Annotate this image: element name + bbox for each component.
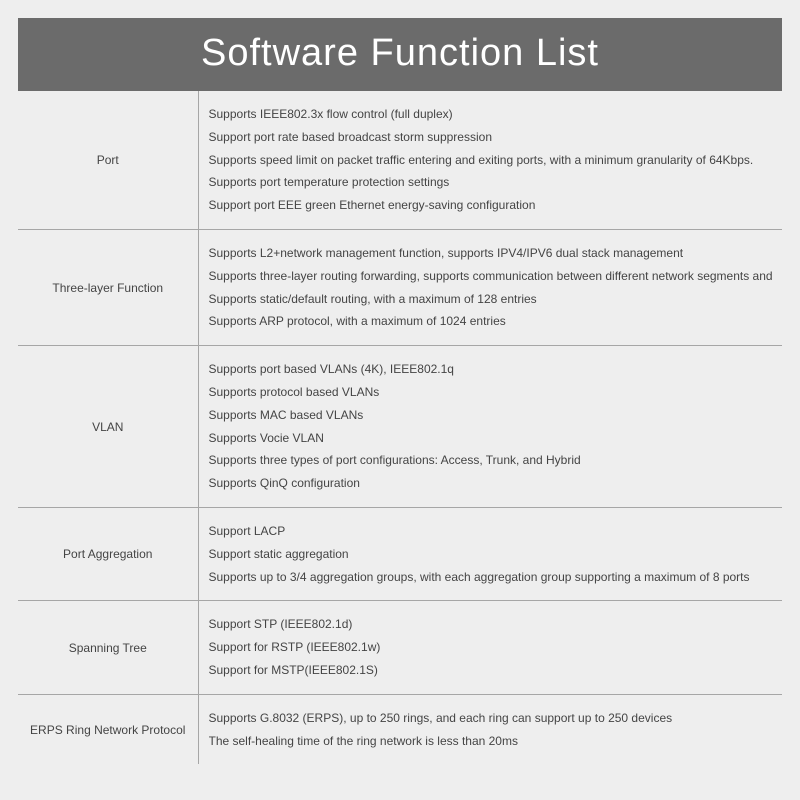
table-row: Port AggregationSupport LACPSupport stat… [18, 507, 782, 600]
category-cell: Port [18, 91, 198, 229]
details-cell: Supports IEEE802.3x flow control (full d… [198, 91, 782, 229]
detail-line: Supports up to 3/4 aggregation groups, w… [209, 566, 773, 589]
table-row: Port Supports IEEE802.3x flow control (fu… [18, 91, 782, 229]
detail-line: Supports three types of port configurati… [209, 449, 773, 472]
detail-line: Supports MAC based VLANs [209, 404, 773, 427]
detail-line: Support for MSTP(IEEE802.1S) [209, 659, 773, 682]
details-cell: Support LACPSupport static aggregationSu… [198, 507, 782, 600]
detail-line: Supports port based VLANs (4K), IEEE802.… [209, 358, 773, 381]
category-cell: Port Aggregation [18, 507, 198, 600]
page-title: Software Function List [18, 18, 782, 91]
table-row: ERPS Ring Network Protocol Supports G.803… [18, 694, 782, 764]
table-row: VLAN Supports port based VLANs (4K), IEEE… [18, 346, 782, 508]
detail-line: Supports three-layer routing forwarding,… [209, 265, 773, 288]
detail-line: Support static aggregation [209, 543, 773, 566]
detail-line: Supports QinQ configuration [209, 472, 773, 495]
table-row: Spanning TreeSupport STP (IEEE802.1d)Sup… [18, 601, 782, 694]
detail-line: Supports Vocie VLAN [209, 427, 773, 450]
category-cell: ERPS Ring Network Protocol [18, 694, 198, 764]
detail-line: Support STP (IEEE802.1d) [209, 613, 773, 636]
detail-line: Support port rate based broadcast storm … [209, 126, 773, 149]
details-cell: Supports G.8032 (ERPS), up to 250 rings,… [198, 694, 782, 764]
table-row: Three-layer Function Supports L2+network … [18, 229, 782, 345]
detail-line: The self-healing time of the ring networ… [209, 730, 773, 753]
detail-line: Supports IEEE802.3x flow control (full d… [209, 103, 773, 126]
detail-line: Supports static/default routing, with a … [209, 288, 773, 311]
detail-line: Supports L2+network management function,… [209, 242, 773, 265]
details-cell: Supports port based VLANs (4K), IEEE802.… [198, 346, 782, 508]
detail-line: Supports port temperature protection set… [209, 171, 773, 194]
category-cell: Spanning Tree [18, 601, 198, 694]
function-table: Port Supports IEEE802.3x flow control (fu… [18, 91, 782, 764]
detail-line: Support for RSTP (IEEE802.1w) [209, 636, 773, 659]
details-cell: Supports L2+network management function,… [198, 229, 782, 345]
detail-line: Support LACP [209, 520, 773, 543]
detail-line: Supports speed limit on packet traffic e… [209, 149, 773, 172]
category-cell: VLAN [18, 346, 198, 508]
detail-line: Support port EEE green Ethernet energy-s… [209, 194, 773, 217]
detail-line: Supports ARP protocol, with a maximum of… [209, 310, 773, 333]
detail-line: Supports protocol based VLANs [209, 381, 773, 404]
page-root: Software Function List Port Supports IEEE… [0, 0, 800, 800]
category-cell: Three-layer Function [18, 229, 198, 345]
details-cell: Support STP (IEEE802.1d)Support for RSTP… [198, 601, 782, 694]
detail-line: Supports G.8032 (ERPS), up to 250 rings,… [209, 707, 773, 730]
